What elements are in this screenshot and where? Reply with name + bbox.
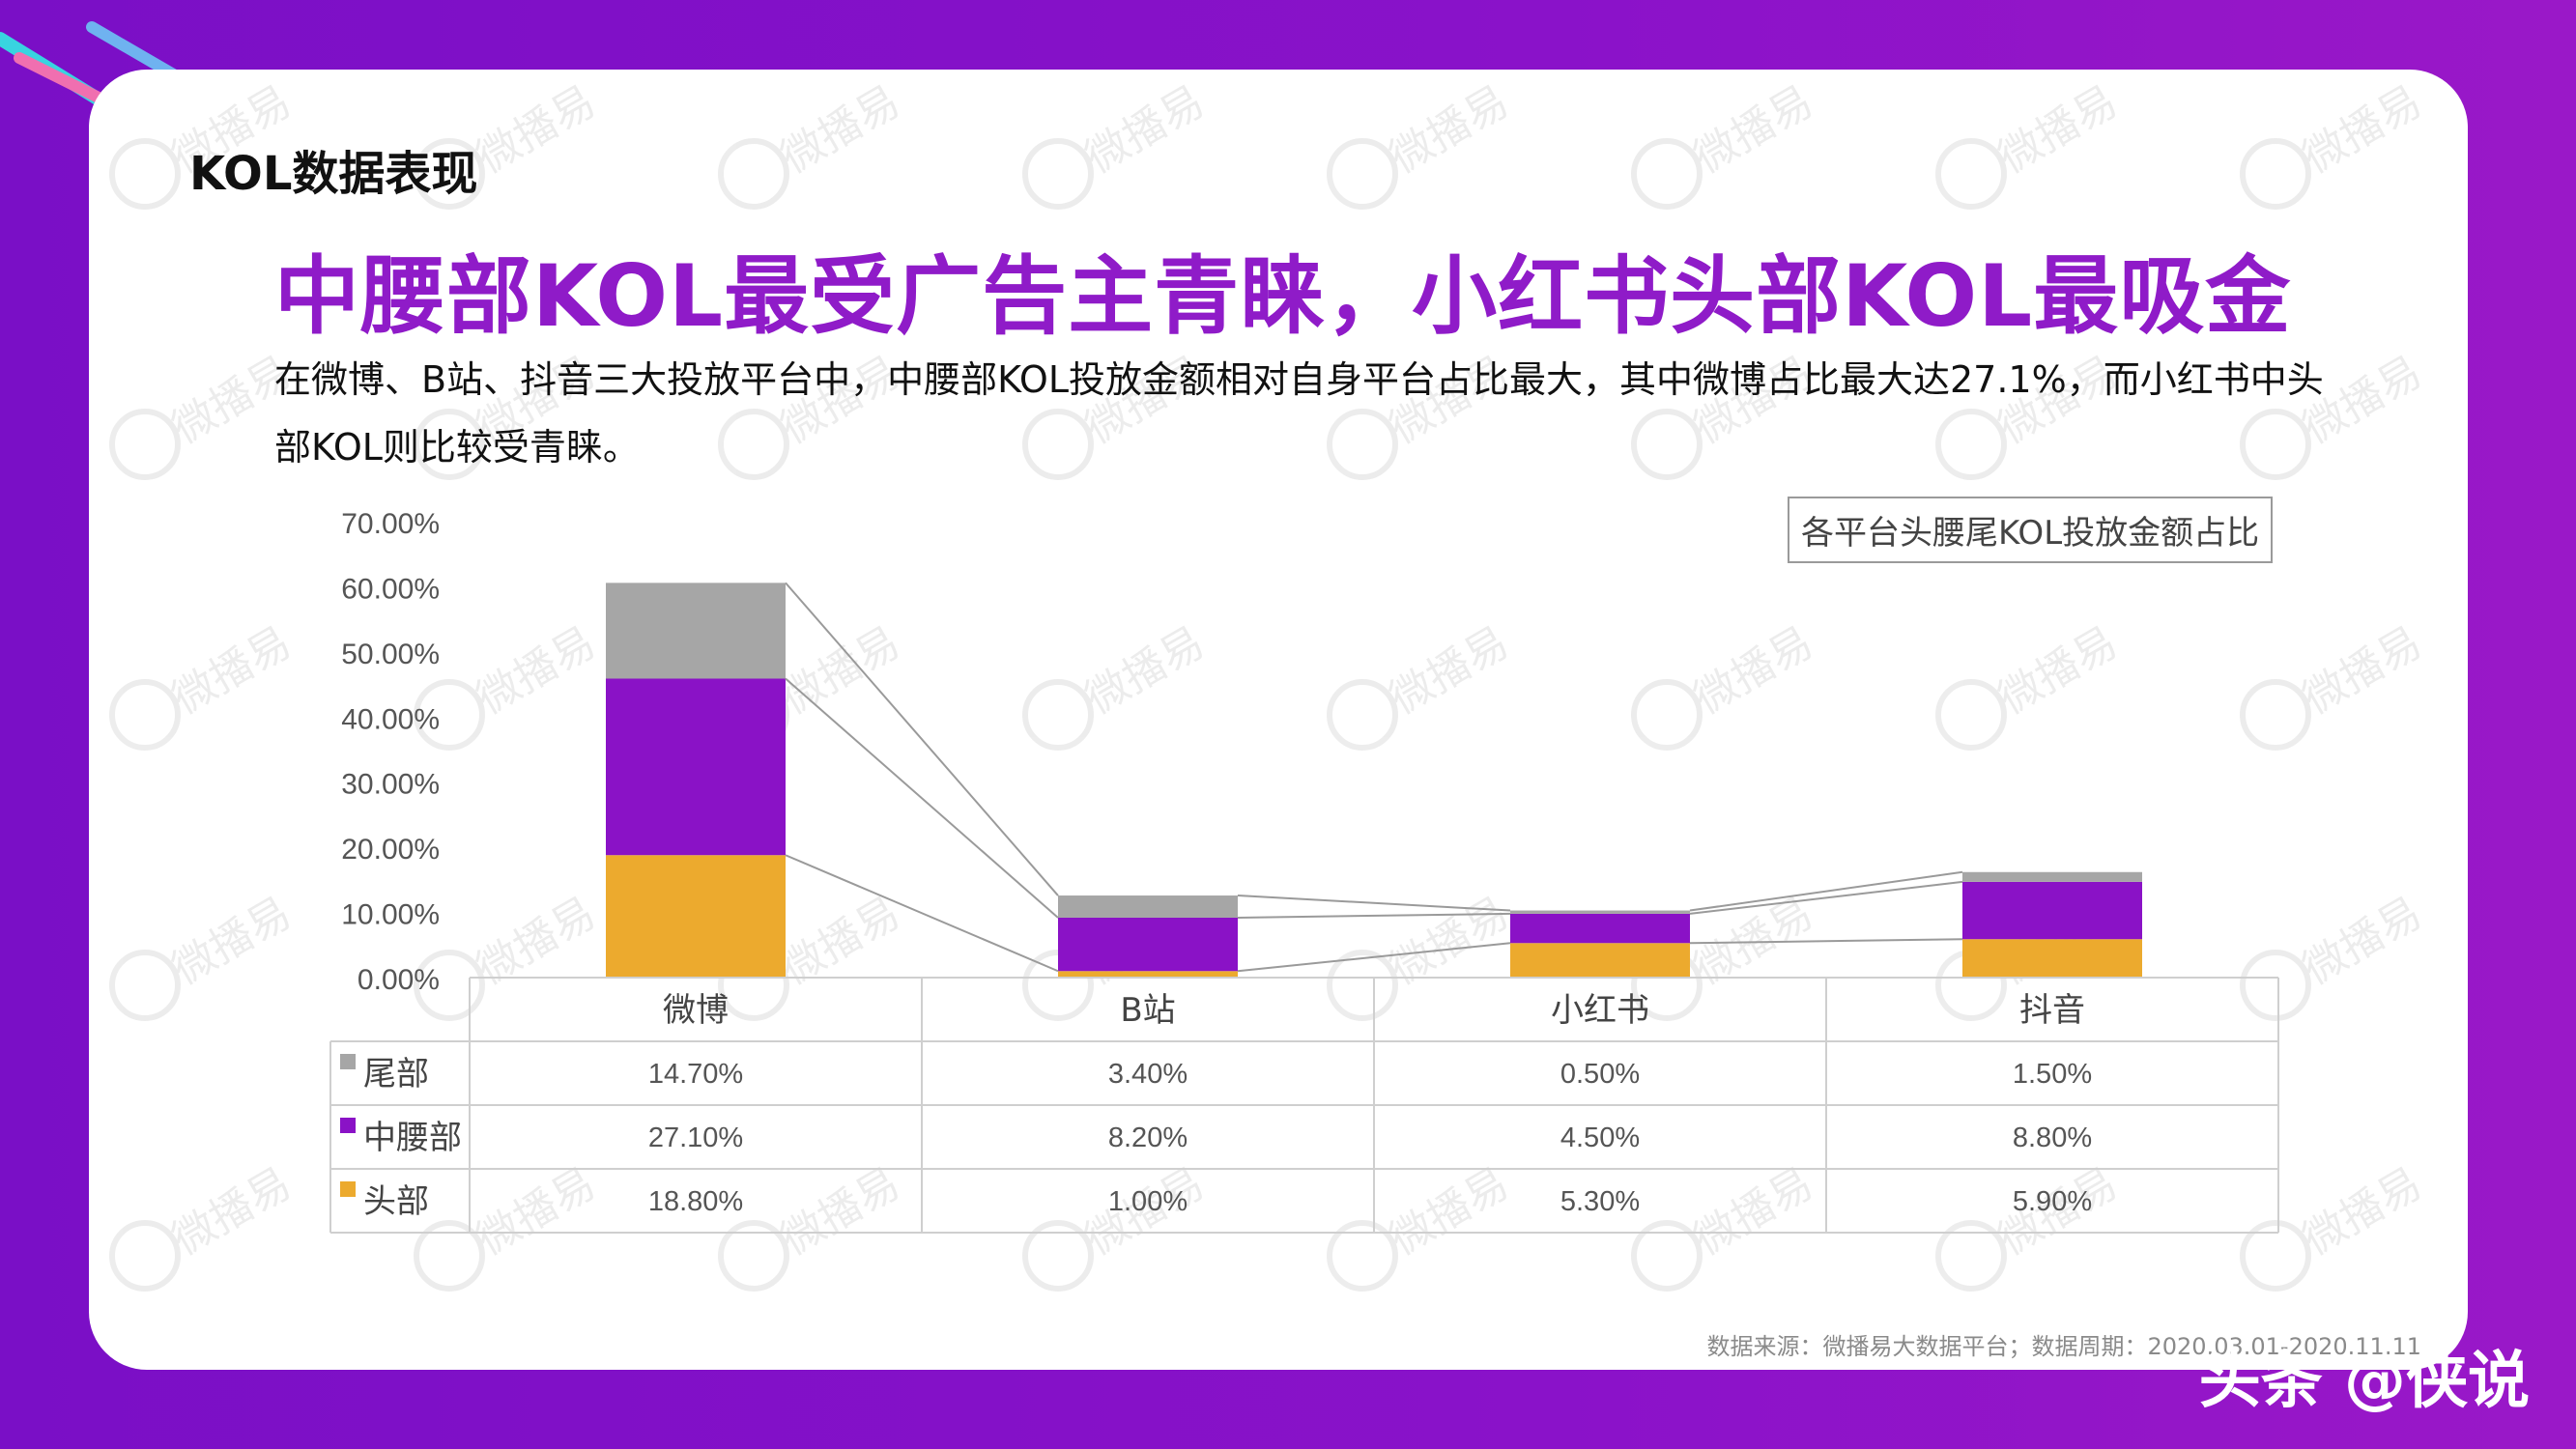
y-tick-label: 30.00% xyxy=(341,769,440,801)
series-line xyxy=(1237,942,1511,973)
section-title: KOL数据表现 xyxy=(189,147,478,201)
table-cell-value: 14.70% xyxy=(648,1059,743,1090)
brand-watermark: 头条 @侠说 xyxy=(2198,1346,2530,1417)
y-tick-label: 40.00% xyxy=(341,703,440,735)
table-cell-value: 5.90% xyxy=(2013,1186,2092,1217)
bar-segment xyxy=(1962,881,2142,940)
data-source-note: 数据来源：微播易大数据平台；数据周期：2020.03.01-2020.11.11 xyxy=(1706,1333,2422,1360)
bar-segment xyxy=(1510,943,1690,978)
bar-segment xyxy=(1058,895,1238,918)
description: 在微博、B站、抖音三大投放平台中，中腰部KOL投放金额相对自身平台占比最大，其中… xyxy=(274,358,2324,469)
y-tick-label: 10.00% xyxy=(341,899,440,931)
bar-segment xyxy=(606,678,786,856)
y-tick-label: 0.00% xyxy=(358,964,440,996)
category-label: 抖音 xyxy=(2019,991,2085,1030)
table-cell-value: 1.00% xyxy=(1108,1186,1188,1217)
bar-segment xyxy=(1510,913,1690,944)
table-cell-value: 27.10% xyxy=(648,1122,743,1153)
legend-label: 头部 xyxy=(363,1182,429,1221)
series-line xyxy=(785,677,1059,919)
table-cell-value: 8.80% xyxy=(2013,1122,2092,1153)
bar-segment xyxy=(1058,917,1238,972)
bar-segment xyxy=(1962,939,2142,978)
y-tick-label: 60.00% xyxy=(341,573,440,605)
legend-swatch xyxy=(340,1118,356,1133)
series-line xyxy=(785,582,1059,896)
y-tick-label: 20.00% xyxy=(341,834,440,866)
bar-segment xyxy=(1510,910,1690,914)
series-line xyxy=(1237,912,1511,919)
legend-swatch xyxy=(340,1054,356,1069)
legend-label: 尾部 xyxy=(363,1055,429,1094)
headline: 中腰部KOL最受广告主青睐，小红书头部KOL最吸金 xyxy=(274,246,2292,346)
series-line xyxy=(785,854,1059,973)
legend-swatch xyxy=(340,1181,356,1197)
series-line xyxy=(1689,938,1963,945)
table-cell-value: 0.50% xyxy=(1560,1059,1640,1090)
series-line xyxy=(1237,895,1511,912)
table-cell-value: 8.20% xyxy=(1108,1122,1188,1153)
legend-label: 中腰部 xyxy=(363,1119,462,1157)
bar-segment xyxy=(606,582,786,679)
bar-segment xyxy=(1058,971,1238,978)
content-card xyxy=(89,70,2468,1370)
bar-segment xyxy=(1962,871,2142,882)
table-cell-value: 18.80% xyxy=(648,1186,743,1217)
bar-segment xyxy=(606,855,786,978)
series-line xyxy=(1689,880,1963,915)
table-cell-value: 1.50% xyxy=(2013,1059,2092,1090)
table-cell-value: 5.30% xyxy=(1560,1186,1640,1217)
y-tick-label: 70.00% xyxy=(341,508,440,540)
category-label: 微博 xyxy=(663,991,729,1030)
table-cell-value: 3.40% xyxy=(1108,1059,1188,1090)
chart-title: 各平台头腰尾KOL投放金额占比 xyxy=(1788,497,2274,563)
category-label: 小红书 xyxy=(1551,991,1649,1030)
series-line xyxy=(1689,870,1963,912)
y-tick-label: 50.00% xyxy=(341,639,440,670)
table-cell-value: 4.50% xyxy=(1560,1122,1640,1153)
category-label: B站 xyxy=(1120,991,1175,1030)
